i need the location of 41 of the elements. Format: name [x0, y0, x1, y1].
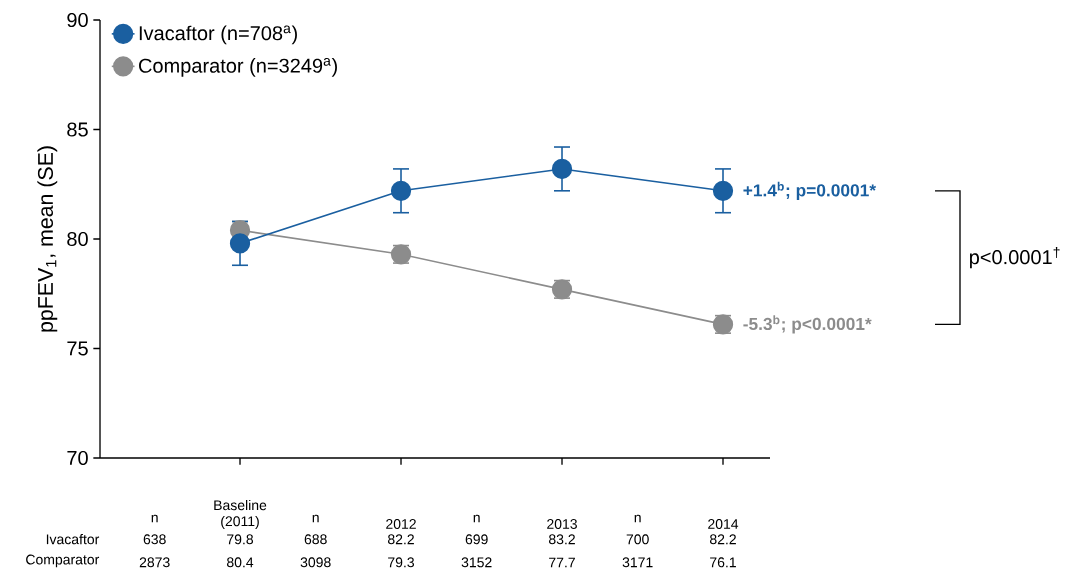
- y-tick-label: 80: [67, 231, 88, 247]
- text: 688: [304, 534, 327, 545]
- legend-label: Comparator (n=3249$^{a}$): [139, 58, 337, 77]
- point: [551, 158, 573, 180]
- text: 3098: [300, 557, 331, 568]
- y-axis-title: ppFEV$_{1}$, mean (SE): [37, 146, 58, 332]
- text: 638: [143, 534, 166, 545]
- x-tick-label: 2013: [547, 519, 577, 529]
- y-tick-label: 70: [67, 450, 88, 466]
- text: p<0.0001$^{†}$: [970, 246, 1060, 269]
- y-tick-label: 85: [67, 122, 88, 137]
- x-tick-label: Baseline (2011): [214, 499, 267, 529]
- text: 3152: [461, 557, 492, 568]
- text: 3171: [622, 557, 653, 568]
- text: n: [312, 514, 319, 523]
- data-label: 82.2: [709, 534, 736, 545]
- text: 700: [626, 534, 649, 545]
- text: 2873: [139, 557, 170, 568]
- annotation: -5.3$^{b}$; p<0.0001*: [743, 315, 872, 334]
- legend-label: Ivacaftor (n=708$^{a}$): [139, 25, 297, 45]
- data-label: 79.8: [227, 534, 254, 545]
- data-label: 83.2: [548, 534, 575, 545]
- point: [390, 180, 412, 201]
- text: n: [151, 514, 158, 523]
- text: Comparator: [26, 554, 100, 568]
- point: [712, 180, 734, 201]
- text: 699: [465, 534, 488, 545]
- text: n: [473, 514, 480, 523]
- data-label: 82.2: [387, 534, 414, 545]
- data-label: 77.7: [549, 557, 575, 568]
- x-tick-label: 2012: [386, 519, 416, 529]
- point: [229, 233, 251, 254]
- data-label: 76.1: [710, 557, 736, 568]
- text: n: [634, 514, 641, 523]
- data-label: 80.4: [227, 557, 254, 568]
- y-tick-label: 90: [67, 12, 88, 28]
- annotation: +1.4$^{b}$; p=0.0001*: [743, 181, 877, 200]
- data-label: 79.3: [388, 557, 415, 568]
- x-tick-label: 2014: [708, 519, 739, 529]
- y-tick-label: 75: [67, 341, 88, 356]
- text: Ivacaftor: [46, 534, 100, 545]
